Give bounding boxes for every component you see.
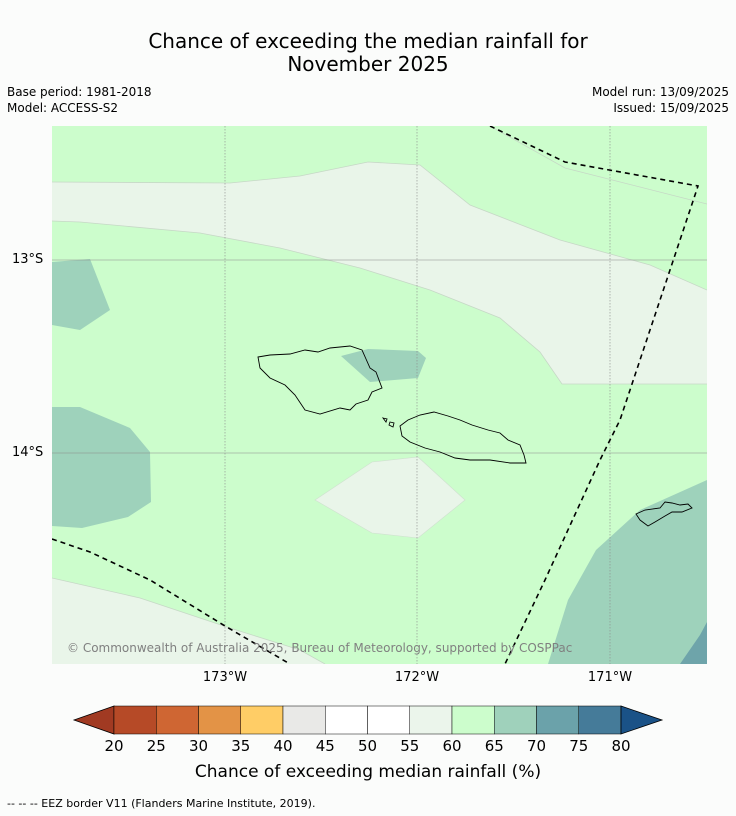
region-65-70-savaii — [341, 349, 426, 382]
chart-title: Chance of exceeding the median rainfall … — [0, 30, 736, 76]
eez-border-west — [52, 538, 291, 664]
colorbar-segment — [451, 705, 495, 735]
colorbar-segment — [409, 705, 453, 735]
lon-label-171w: 171°W — [587, 670, 633, 685]
manono-island — [381, 417, 388, 423]
region-65-70-west — [52, 407, 151, 528]
colorbar-tick-label: 65 — [484, 737, 504, 755]
colorbar-tick-label: 30 — [188, 737, 209, 755]
region-55-60-center — [314, 456, 466, 539]
colorbar-tick-label: 20 — [104, 737, 124, 755]
colorbar-label: Chance of exceeding median rainfall (%) — [194, 762, 542, 782]
colorbar-segment — [240, 705, 284, 735]
colorbar-segment — [367, 705, 410, 735]
savaii-island — [257, 345, 383, 415]
colorbar-segment — [282, 705, 326, 735]
map-area — [52, 126, 707, 664]
tutuila-island — [635, 501, 693, 527]
upolu-island — [399, 411, 527, 464]
region-65-70-southeast — [548, 480, 707, 664]
issued-date: Issued: 15/09/2025 — [613, 101, 729, 115]
colorbar-segment — [536, 705, 579, 735]
colorbar-tick-label: 70 — [526, 737, 547, 755]
eez-footnote: -- -- -- EEZ border V11 (Flanders Marine… — [7, 797, 316, 810]
colorbar-tick-label: 35 — [231, 737, 251, 755]
model-name: Model: ACCESS-S2 — [7, 101, 119, 115]
region-55-60-southwest — [52, 578, 325, 664]
base-period: Base period: 1981-2018 — [7, 85, 152, 99]
title-line-1: Chance of exceeding the median rainfall … — [148, 29, 588, 53]
island-outlines — [257, 345, 693, 527]
colorbar-segment — [113, 705, 157, 735]
meta-right: Model run: 13/09/2025 Issued: 15/09/2025 — [592, 84, 729, 116]
region-60-65-main — [52, 221, 707, 664]
colorbar-segment — [578, 705, 622, 735]
region-65-70-northwest — [52, 259, 110, 330]
colorbar-tick-label: 45 — [315, 737, 335, 755]
colorbar-extend-high — [620, 705, 664, 735]
region-70-75-southeast — [680, 622, 707, 664]
lon-label-173w: 173°W — [202, 670, 248, 685]
lat-label-14s: 14°S — [12, 445, 44, 460]
apolima-island — [388, 421, 395, 428]
gridlines — [52, 126, 707, 664]
lat-label-13s: 13°S — [12, 252, 44, 267]
colorbar-tick-label: 50 — [357, 737, 378, 755]
model-run: Model run: 13/09/2025 — [591, 85, 729, 99]
colorbar-tick-label: 25 — [146, 737, 166, 755]
colorbar-tick-label: 75 — [569, 737, 589, 755]
meta-left: Base period: 1981-2018 Model: ACCESS-S2 — [7, 84, 152, 116]
colorbar-extend-low — [72, 705, 115, 735]
lon-label-172w: 172°W — [394, 670, 440, 685]
colorbar-segment — [325, 705, 368, 735]
copyright-notice: © Commonwealth of Australia 2025, Bureau… — [67, 641, 573, 655]
colorbar-tick-label: 80 — [611, 737, 631, 755]
contour-lines — [52, 126, 707, 664]
eez-border-east — [489, 126, 700, 664]
region-55-60-north — [52, 162, 707, 384]
eez-borders — [52, 126, 700, 664]
colorbar-tick-label: 40 — [273, 737, 293, 755]
colorbar-segment — [156, 705, 199, 735]
colorbar-segment — [198, 705, 241, 735]
title-line-2: November 2025 — [287, 52, 449, 76]
colorbar-tick-label: 60 — [442, 737, 462, 755]
colorbar-tick-label: 55 — [400, 737, 420, 755]
colorbar-segment — [494, 705, 537, 735]
